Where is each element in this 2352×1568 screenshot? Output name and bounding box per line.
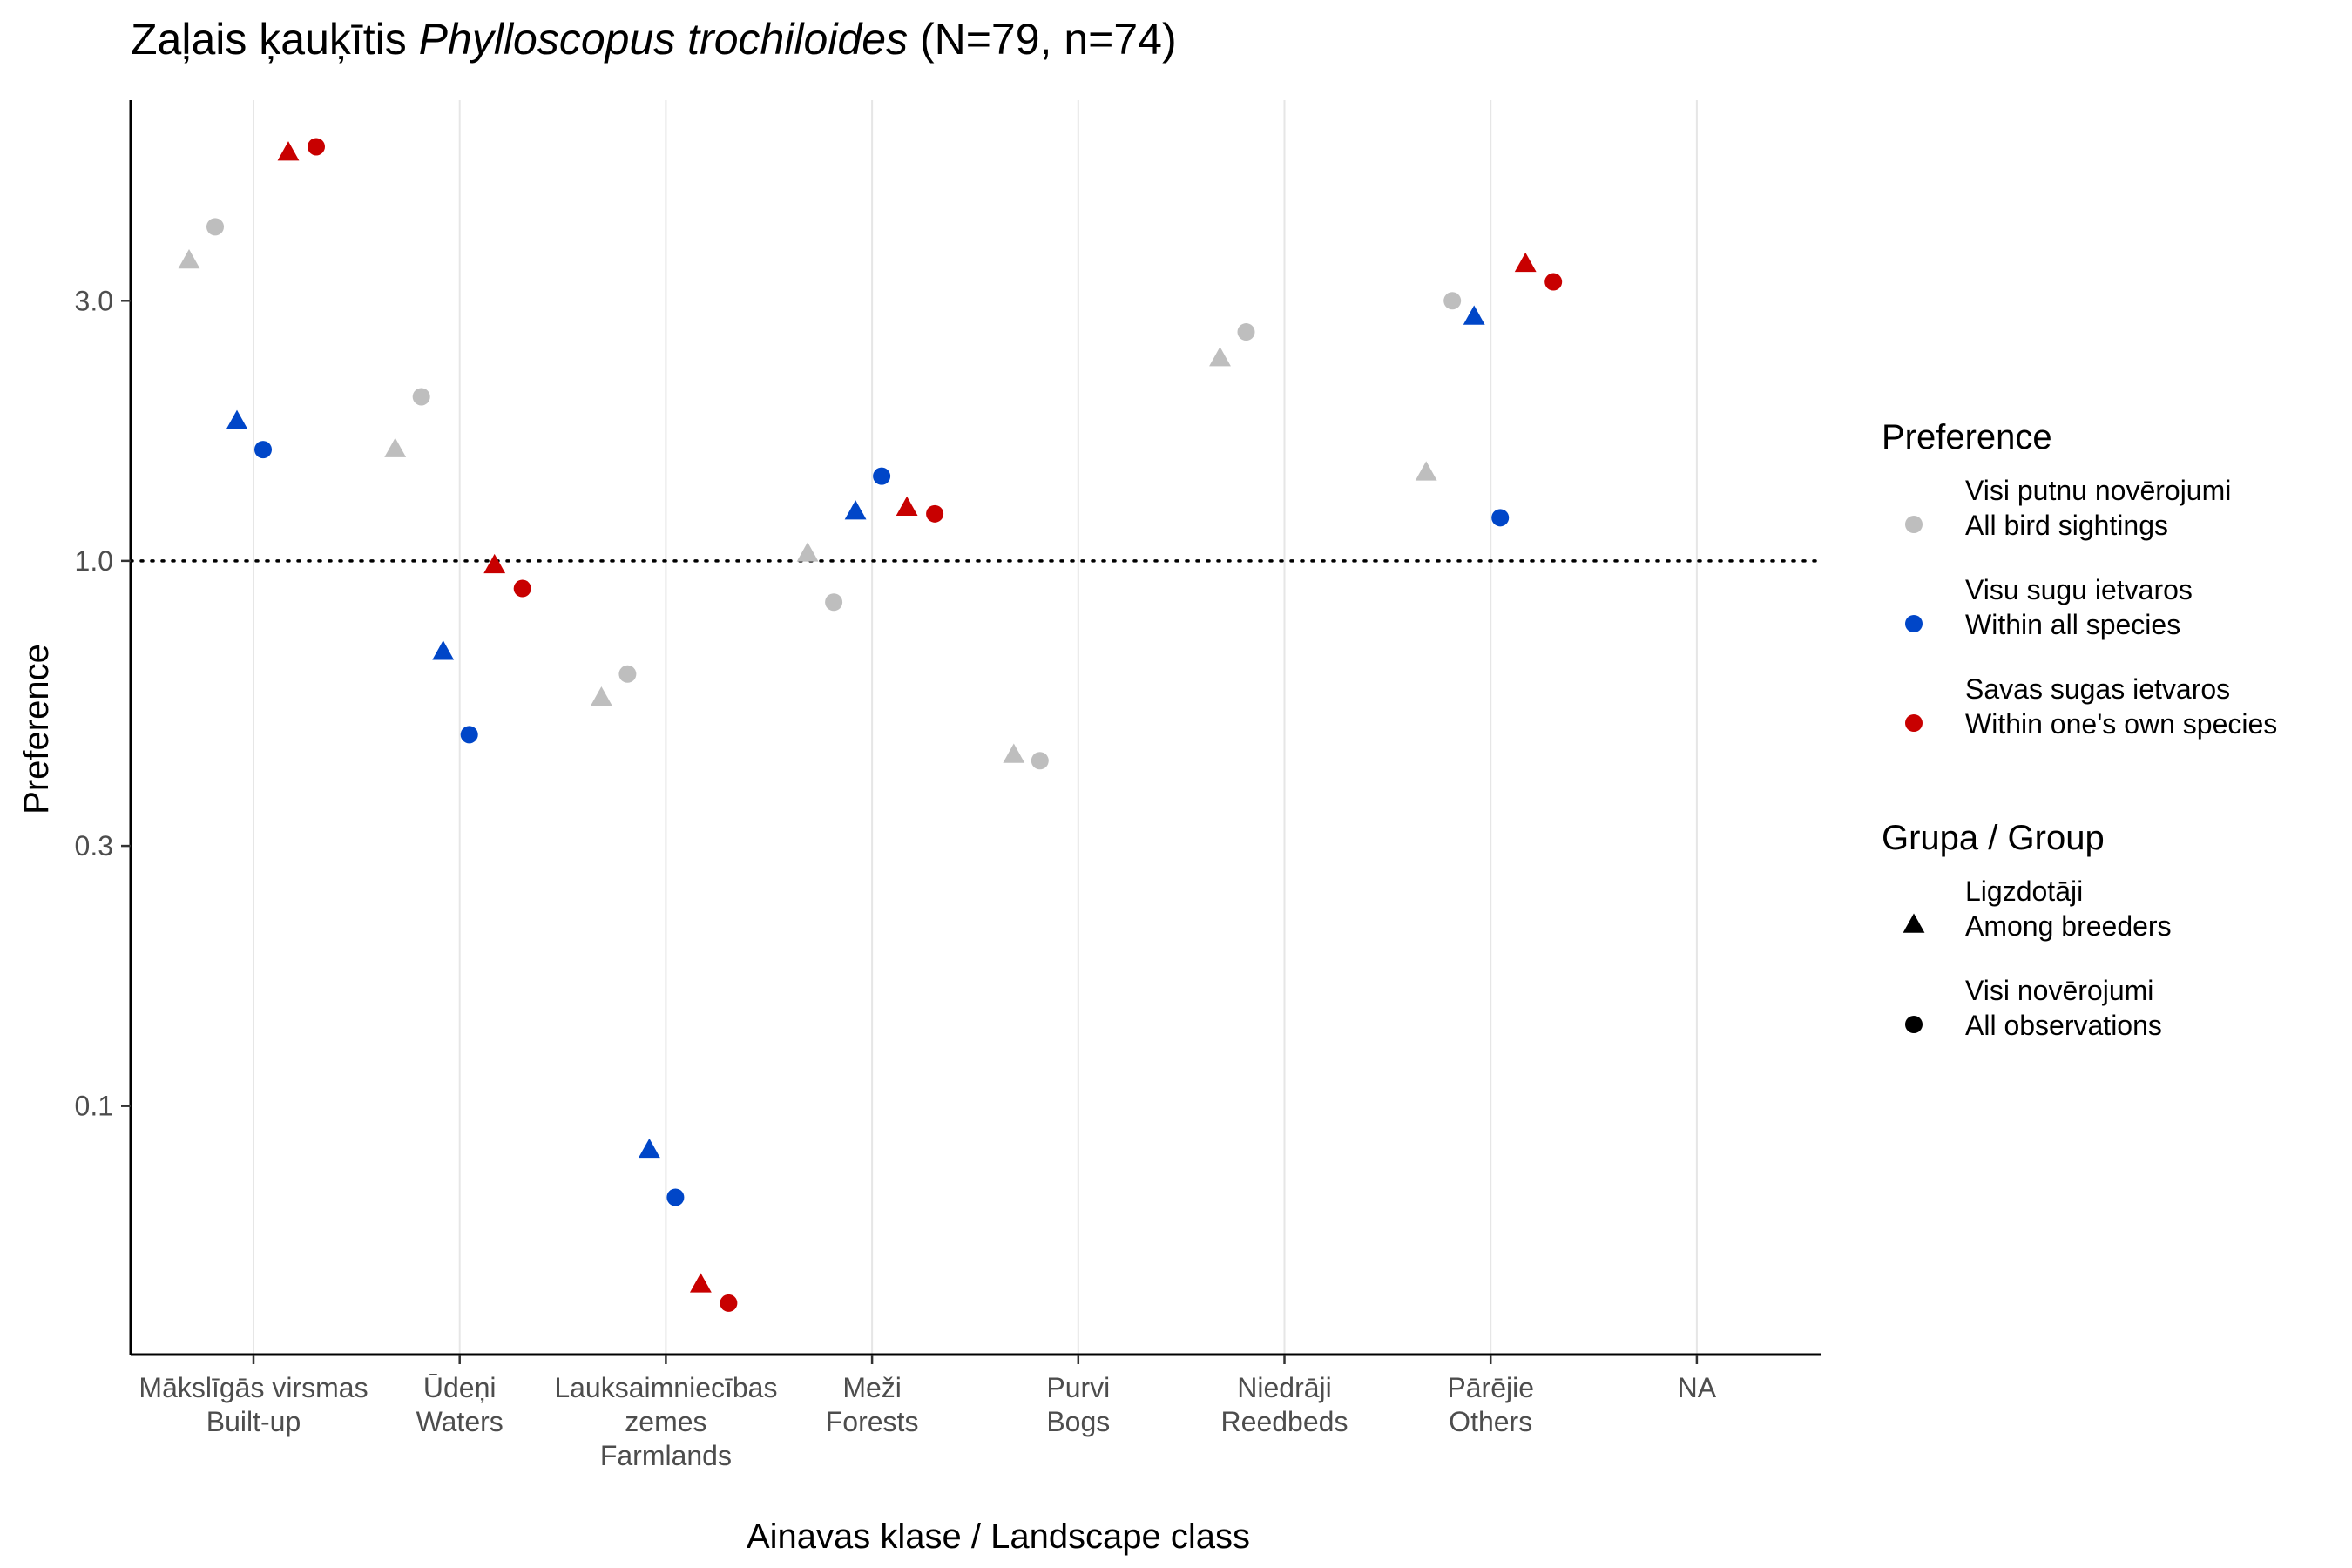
legend-key-group [1903, 913, 1925, 933]
legend-label: Visu sugu ietvaros [1965, 574, 2193, 605]
x-tick-label: Pārējie [1447, 1372, 1534, 1403]
legend-label: Visi novērojumi [1965, 975, 2153, 1006]
x-tick-label: Meži [842, 1372, 902, 1403]
axes [129, 100, 1821, 1356]
x-tick-label: NA [1678, 1372, 1717, 1403]
x-axis-title: Ainavas klase / Landscape class [747, 1517, 1250, 1556]
data-point-breeders [1415, 461, 1437, 481]
x-tick-label: Forests [826, 1406, 919, 1437]
y-axis-title: Preference [17, 644, 56, 814]
x-tick-label: Lauksaimniecības [554, 1372, 777, 1403]
chart-title-prefix: Zaļais ķauķītis [131, 15, 419, 64]
data-point-all-observations [460, 726, 478, 744]
data-point-all-observations [1491, 509, 1510, 527]
data-point-breeders [638, 1138, 660, 1159]
data-point-all-observations [254, 441, 272, 459]
data-point-all-observations [1443, 292, 1462, 310]
data-point-all-observations [1544, 273, 1563, 291]
x-tick-label: Mākslīgās virsmas [139, 1372, 368, 1403]
chart-title-species: Phylloscopus trochiloides [419, 15, 908, 64]
x-tick-label: Built-up [206, 1406, 301, 1437]
chart-title-suffix: (N=79, n=74) [908, 15, 1177, 64]
data-point-all-observations [513, 579, 531, 598]
x-tick-label: Farmlands [600, 1440, 732, 1471]
data-points [178, 138, 1563, 1312]
data-point-all-observations [308, 138, 325, 156]
data-point-breeders [178, 249, 200, 269]
data-point-all-observations [720, 1294, 738, 1312]
chart-title: Zaļais ķauķītis Phylloscopus trochiloide… [131, 15, 1177, 64]
data-point-breeders [1003, 743, 1025, 763]
x-tick-label: zemes [625, 1406, 706, 1437]
x-tick-label: Bogs [1046, 1406, 1110, 1437]
data-point-breeders [1463, 305, 1485, 325]
grid-lines [253, 100, 1698, 1355]
legend-label: Within one's own species [1965, 708, 2277, 740]
legend-key-preference [1905, 516, 1923, 533]
data-point-breeders [896, 496, 918, 516]
data-point-breeders [483, 553, 506, 574]
data-point-all-observations [1237, 323, 1255, 341]
legend-label: Ligzdotāji [1965, 875, 2083, 907]
data-point-breeders [1209, 347, 1231, 367]
data-point-all-observations [666, 1188, 685, 1206]
data-point-all-observations [873, 467, 891, 485]
legend-label: All bird sightings [1965, 510, 2168, 541]
legend-label: All observations [1965, 1010, 2162, 1041]
y-tick-label: 3.0 [75, 285, 113, 316]
legend-title-preference: Preference [1882, 418, 2052, 456]
legend-key-preference [1905, 615, 1923, 632]
data-point-breeders [277, 141, 300, 161]
data-point-breeders [384, 437, 407, 457]
legend-key-preference [1905, 714, 1923, 732]
data-point-breeders [844, 500, 867, 520]
y-tick-label: 0.3 [75, 830, 113, 862]
data-point-breeders [689, 1273, 712, 1293]
x-tick-label: Niedrāji [1237, 1372, 1331, 1403]
legend-label: Within all species [1965, 609, 2180, 640]
x-tick-label: Others [1449, 1406, 1532, 1437]
data-point-all-observations [206, 218, 224, 236]
legend-label: Visi putnu novērojumi [1965, 475, 2231, 506]
data-point-breeders [1514, 252, 1537, 273]
data-point-breeders [590, 686, 612, 706]
y-tick-labels: 0.1 0.3 1.0 3.0 [75, 285, 131, 1122]
data-point-all-observations [1031, 752, 1049, 770]
data-point-all-observations [618, 665, 637, 683]
data-point-all-observations [825, 593, 843, 612]
legend-key-group [1905, 1016, 1923, 1033]
legend-label: Among breeders [1965, 910, 2172, 942]
y-tick-label: 0.1 [75, 1091, 113, 1122]
y-tick-label: 1.0 [75, 545, 113, 577]
legend: Preference Visi putnu novērojumi All bird … [1882, 418, 2277, 1041]
data-point-all-observations [926, 504, 944, 523]
x-tick-label: Purvi [1046, 1372, 1110, 1403]
legend-title-group: Grupa / Group [1882, 819, 2105, 857]
legend-label: Savas sugas ietvaros [1965, 673, 2230, 705]
data-point-breeders [226, 409, 248, 429]
x-tick-label: Reedbeds [1221, 1406, 1348, 1437]
data-point-all-observations [412, 388, 430, 406]
x-tick-label: Ūdeņi [423, 1372, 497, 1403]
data-point-breeders [796, 542, 819, 562]
x-tick-label: Waters [416, 1406, 504, 1437]
data-point-breeders [432, 640, 455, 660]
